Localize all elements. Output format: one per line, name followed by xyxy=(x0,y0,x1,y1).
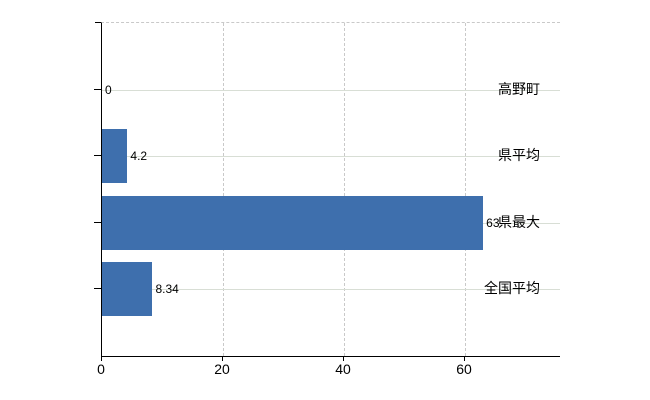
vertical-gridline xyxy=(344,23,345,356)
bar xyxy=(102,129,128,184)
bar-value-label: 0 xyxy=(105,82,112,97)
bar xyxy=(102,195,484,250)
x-axis-tick-label: 60 xyxy=(456,361,472,377)
y-axis-tick xyxy=(94,221,101,223)
x-axis-tick-label: 40 xyxy=(335,361,351,377)
y-axis-tick xyxy=(94,155,101,157)
x-axis-tick xyxy=(101,356,102,361)
category-gridline xyxy=(102,156,560,158)
bar-value-label: 63 xyxy=(486,215,500,230)
plot-area: 0 4.2 63 8.34 xyxy=(101,22,560,357)
x-axis-tick xyxy=(343,356,344,361)
category-gridline xyxy=(102,89,560,91)
y-axis-tick xyxy=(94,88,101,90)
category-gridline xyxy=(102,289,560,291)
category-label: 県平均 xyxy=(498,147,540,164)
y-axis-top-tick xyxy=(95,22,101,23)
category-label: 県最大 xyxy=(498,213,540,230)
category-label: 高野町 xyxy=(498,80,540,97)
category-label: 全国平均 xyxy=(484,280,540,297)
x-axis-tick xyxy=(464,356,465,361)
x-axis-tick-label: 20 xyxy=(214,361,230,377)
bar xyxy=(102,262,153,317)
bar-value-label: 8.34 xyxy=(155,282,179,297)
vertical-gridline xyxy=(223,23,224,356)
y-axis-tick xyxy=(94,288,101,290)
bar-value-label: 4.2 xyxy=(130,149,148,164)
x-axis-tick-label: 0 xyxy=(97,361,105,377)
vertical-gridline xyxy=(465,23,466,356)
x-axis-tick xyxy=(222,356,223,361)
